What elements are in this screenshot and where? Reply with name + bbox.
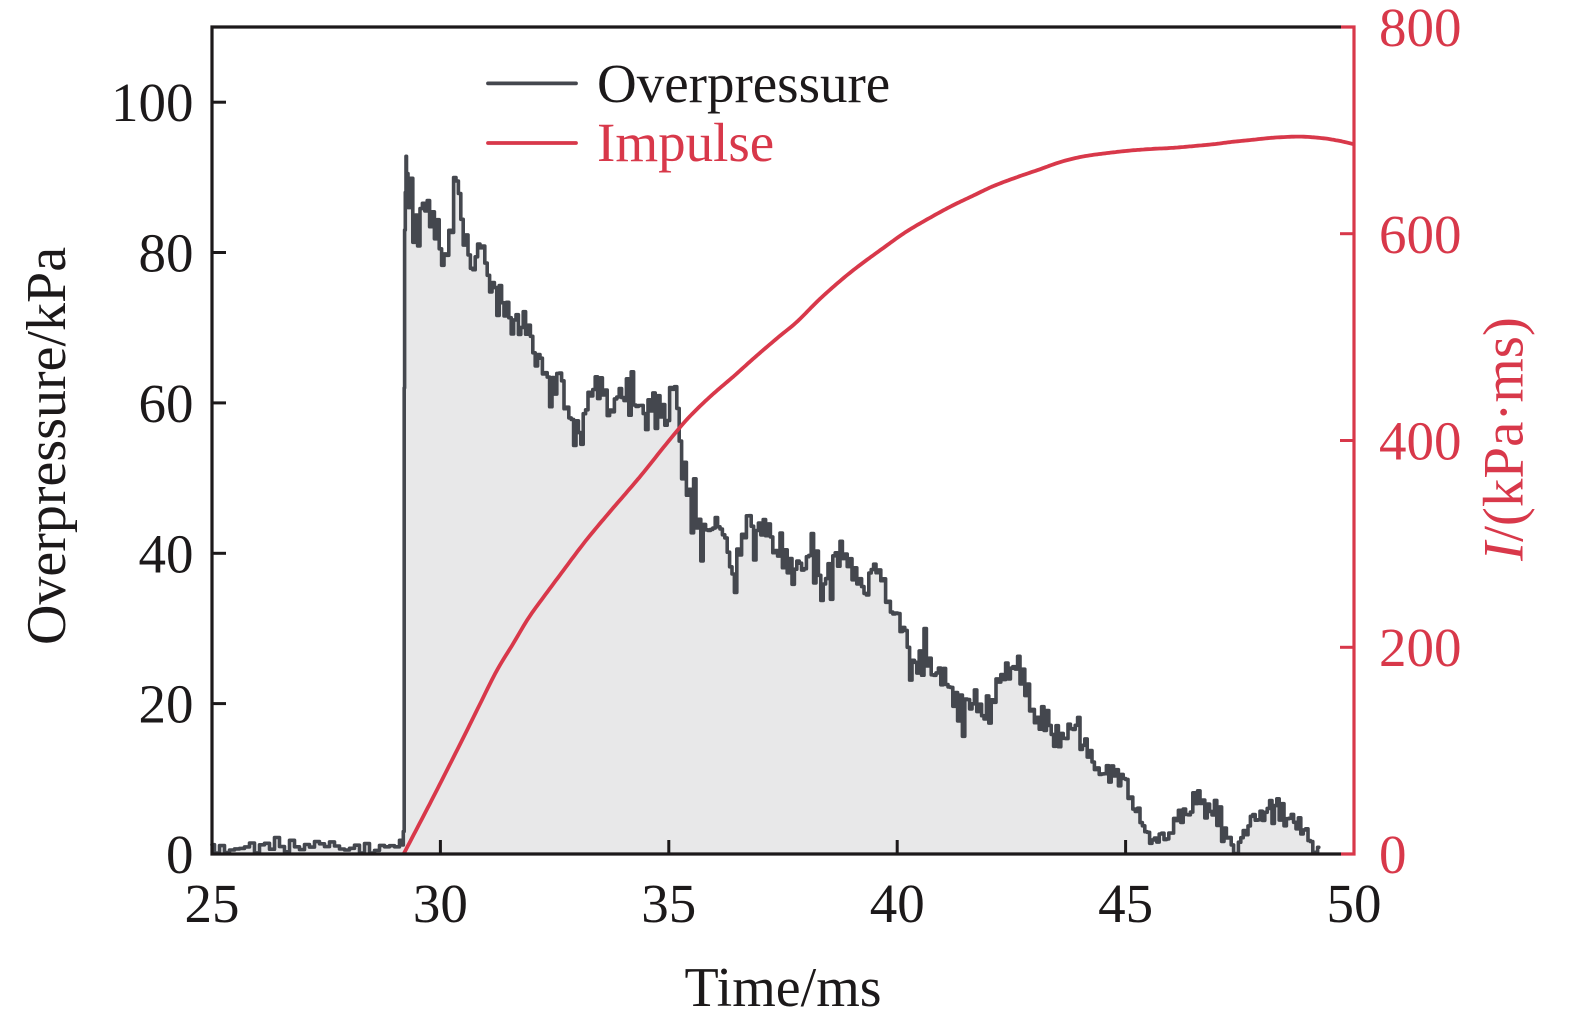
svg-text:30: 30 <box>413 873 468 934</box>
svg-text:45: 45 <box>1098 873 1153 934</box>
svg-text:50: 50 <box>1327 873 1382 934</box>
svg-text:0: 0 <box>166 824 194 885</box>
svg-text:100: 100 <box>111 72 194 133</box>
svg-text:Impulse: Impulse <box>597 112 774 173</box>
svg-text:80: 80 <box>139 223 194 284</box>
svg-text:I/(kPa·ms): I/(kPa·ms) <box>1473 317 1536 562</box>
svg-text:Time/ms: Time/ms <box>684 957 881 1019</box>
svg-text:35: 35 <box>641 873 696 934</box>
svg-text:60: 60 <box>139 373 194 434</box>
svg-text:200: 200 <box>1379 617 1462 678</box>
svg-text:40: 40 <box>139 523 194 584</box>
svg-text:20: 20 <box>139 674 194 735</box>
svg-text:25: 25 <box>185 873 240 934</box>
svg-text:400: 400 <box>1379 411 1462 472</box>
svg-text:Overpressure: Overpressure <box>597 53 890 114</box>
svg-text:0: 0 <box>1379 824 1407 885</box>
svg-text:600: 600 <box>1379 204 1462 265</box>
svg-text:800: 800 <box>1379 0 1462 58</box>
svg-text:40: 40 <box>870 873 925 934</box>
svg-text:Overpressure/kPa: Overpressure/kPa <box>16 247 78 645</box>
